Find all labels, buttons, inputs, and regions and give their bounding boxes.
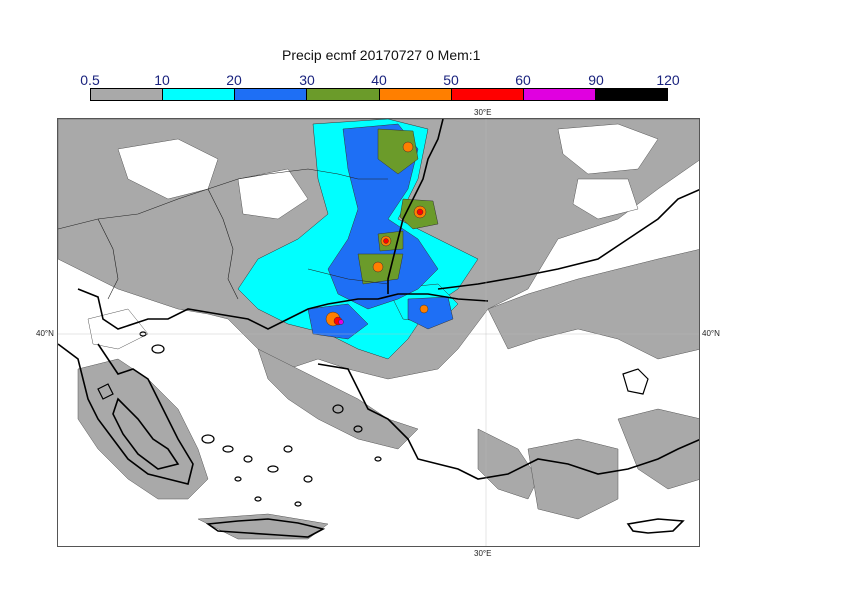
colorbar-tick-6: 60 <box>515 72 531 88</box>
chart-title-text: Precip ecmf 20170727 0 Mem:1 <box>282 47 481 63</box>
coastline-black-sea <box>387 119 444 294</box>
colorbar <box>90 88 668 101</box>
colorbar-segment-6 <box>523 89 596 100</box>
colorbar-tick-5: 50 <box>443 72 459 88</box>
lon-label-top: 30°E <box>474 108 492 117</box>
precip-area-anatolia-south <box>617 408 699 490</box>
lon-label-bottom: 30°E <box>474 549 492 558</box>
colorbar-segment-4 <box>379 89 452 100</box>
colorbar-tick-1: 10 <box>154 72 170 88</box>
coastlines <box>58 119 699 538</box>
precip-area-anatolia-west <box>477 428 539 500</box>
no-precip-gaps <box>87 123 659 350</box>
precip-area-aegean <box>257 348 419 450</box>
precip-area-crete <box>197 513 329 540</box>
colorbar-segment-7 <box>595 89 667 100</box>
lat-label-left: 40°N <box>36 329 54 338</box>
precip-area-east <box>487 249 699 360</box>
colorbar-tick-labels: 0.5 10 20 30 40 50 60 90 120 <box>0 72 842 88</box>
coastline-black-sea-turkey <box>437 188 699 290</box>
country-borders <box>58 168 389 300</box>
coastline-cyprus <box>626 518 685 534</box>
colorbar-segment-2 <box>235 89 308 100</box>
coastline-crete <box>205 518 326 538</box>
colorbar-tick-7: 90 <box>588 72 604 88</box>
colorbar-tick-2: 20 <box>226 72 242 88</box>
colorbar-segment-1 <box>163 89 236 100</box>
precip-band-magenta <box>338 319 344 325</box>
colorbar-segment-0 <box>91 89 164 100</box>
coastline-greece-west <box>58 343 194 485</box>
precip-map <box>57 118 700 547</box>
precip-area-greece <box>77 358 209 500</box>
coastline-peloponnese <box>112 397 180 470</box>
colorbar-segment-3 <box>307 89 380 100</box>
graticule <box>58 119 699 546</box>
colorbar-segment-5 <box>451 89 524 100</box>
coastline-aegean-north <box>77 288 489 330</box>
colorbar-tick-4: 40 <box>371 72 387 88</box>
precip-area-southeast <box>527 438 619 520</box>
colorbar-tick-0: 0.5 <box>80 72 100 88</box>
colorbar-tick-8: 120 <box>656 72 680 88</box>
colorbar-tick-3: 30 <box>299 72 315 88</box>
lat-label-right: 40°N <box>702 329 720 338</box>
coastline-turkey-west <box>317 363 699 480</box>
map-canvas <box>58 119 699 546</box>
